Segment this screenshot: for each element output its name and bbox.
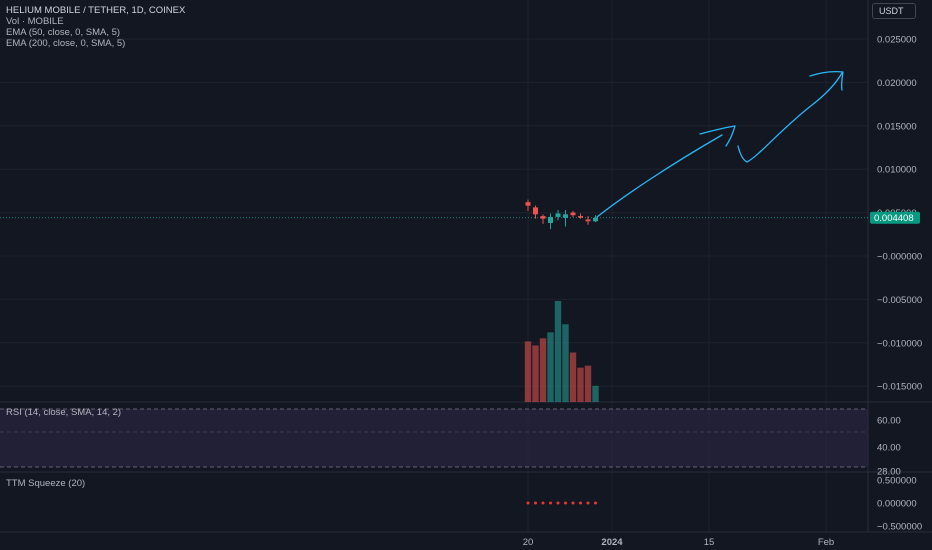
last-price-label: 0.004408 [874, 213, 914, 224]
volume-bars [524, 301, 599, 402]
time-tick-label: Feb [818, 537, 834, 548]
price-tick-label: 0.025000 [877, 35, 917, 46]
price-tick-label: −0.005000 [877, 295, 922, 306]
candle-body [578, 216, 583, 218]
ttm-tick-label: −0.500000 [877, 522, 922, 533]
ttm-dot [594, 501, 597, 505]
volume-bar [532, 345, 539, 402]
candle-body [540, 216, 546, 219]
ttm-tick-label: 0.000000 [877, 499, 917, 510]
ttm-dots [526, 501, 597, 505]
price-tick-label: 0.020000 [877, 78, 917, 89]
volume-bar [539, 338, 547, 402]
candle-body [525, 202, 531, 206]
last-price-badge: 0.004408 [870, 211, 920, 224]
rsi-axis: 60.00 40.00 28.00 [877, 416, 901, 478]
volume-bar [562, 324, 569, 402]
ttm-label[interactable]: TTM Squeeze (20) [6, 478, 86, 489]
candle-body [555, 213, 561, 217]
candle-body [570, 212, 576, 216]
price-tick-label: 0.010000 [877, 165, 917, 176]
symbol-title[interactable]: HELIUM MOBILE / TETHER, 1D, COINEX [6, 5, 186, 16]
rsi-tick-label: 28.00 [877, 467, 901, 478]
candles [525, 199, 598, 230]
ttm-dot [526, 501, 530, 505]
price-tick-label: −0.015000 [877, 382, 922, 393]
ttm-dot [541, 501, 545, 505]
ema50-legend[interactable]: EMA (50, close, 0, SMA, 5) [6, 27, 121, 38]
time-axis[interactable]: 20 2024 15 Feb [523, 537, 834, 548]
candle-body [593, 217, 598, 222]
rsi-tick-label: 40.00 [877, 443, 901, 454]
time-tick-label: 2024 [601, 537, 623, 548]
volume-bar [524, 341, 532, 402]
ttm-dot [549, 501, 552, 505]
ttm-dot [586, 501, 590, 505]
drawn-arrow-annotation[interactable] [596, 70, 844, 218]
ema200-legend[interactable]: EMA (200, close, 0, SMA, 5) [6, 38, 126, 49]
candle-body [548, 216, 553, 224]
rsi-tick-label: 60.00 [877, 416, 901, 427]
volume-bar [584, 365, 592, 402]
volume-bar [577, 367, 584, 402]
ttm-tick-label: 0.500000 [877, 476, 917, 487]
price-tick-label: −0.000000 [877, 252, 922, 263]
candle-body [563, 214, 568, 218]
price-tick-label: −0.010000 [877, 338, 922, 349]
currency-selector[interactable]: USDT [872, 3, 916, 19]
volume-bar [554, 301, 562, 402]
ttm-dot [571, 501, 575, 505]
ttm-axis: 0.500000 0.000000 −0.500000 [877, 476, 922, 533]
rsi-band [0, 409, 868, 467]
ttm-dot [534, 501, 537, 505]
candle-body [533, 207, 538, 215]
ttm-dot [564, 501, 567, 505]
volume-bar [569, 352, 577, 402]
ttm-dot [579, 501, 582, 505]
rsi-label[interactable]: RSI (14, close, SMA, 14, 2) [6, 407, 122, 418]
price-tick-label: 0.015000 [877, 121, 917, 132]
time-tick-label: 20 [523, 537, 534, 548]
volume-legend[interactable]: Vol · MOBILE [6, 16, 64, 27]
volume-bar [592, 385, 599, 402]
time-tick-label: 15 [704, 537, 715, 548]
ttm-dot [556, 501, 560, 505]
volume-bar [547, 332, 554, 402]
candle-body [585, 219, 591, 222]
